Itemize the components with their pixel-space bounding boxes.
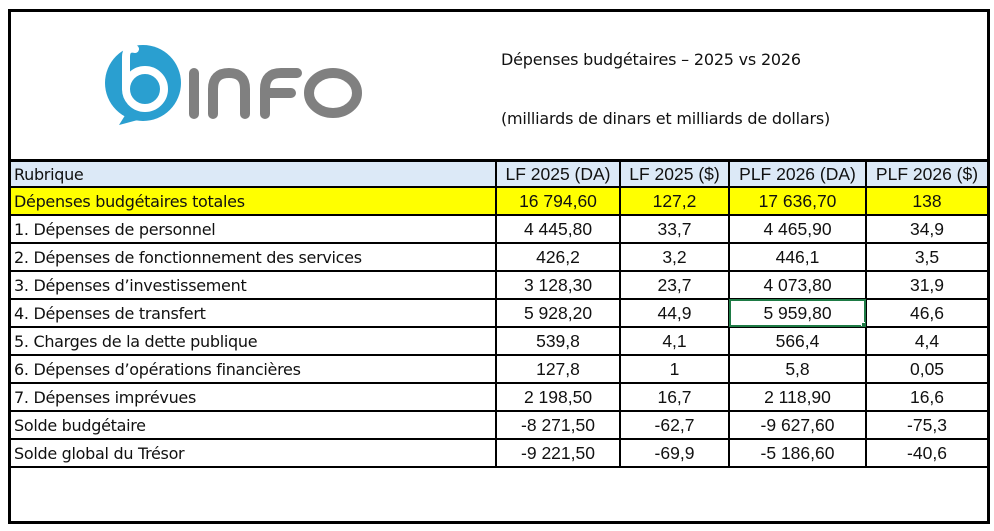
cell-value: 5 959,80 xyxy=(763,302,832,323)
table-row-total: Dépenses budgétaires totales 16 794,60 1… xyxy=(11,186,987,216)
table-cell[interactable]: 23,7 xyxy=(619,270,730,300)
table-cell[interactable]: Solde budgétaire xyxy=(11,410,497,440)
table-row: 6. Dépenses d’opérations financières 127… xyxy=(11,354,987,384)
table-cell[interactable]: 46,6 xyxy=(865,298,987,328)
table-cell[interactable]: -8 271,50 xyxy=(495,410,621,440)
table-cell[interactable]: 3. Dépenses d’investissement xyxy=(11,270,497,300)
table-cell[interactable]: 5,8 xyxy=(728,354,867,384)
table-row: 2. Dépenses de fonctionnement des servic… xyxy=(11,242,987,272)
table-cell[interactable]: -9 221,50 xyxy=(495,438,621,468)
table-row: 4. Dépenses de transfert 5 928,20 44,9 5… xyxy=(11,298,987,328)
table-cell[interactable]: 426,2 xyxy=(495,242,621,272)
table-row: Solde global du Trésor -9 221,50 -69,9 -… xyxy=(11,438,987,468)
table-cell[interactable]: 3,2 xyxy=(619,242,730,272)
column-header-rubrique[interactable]: Rubrique xyxy=(11,162,497,188)
table-cell[interactable]: 4 465,90 xyxy=(728,214,867,244)
binfo-logo xyxy=(105,44,362,125)
table-cell[interactable]: 4,4 xyxy=(865,326,987,356)
table-cell[interactable]: Solde global du Trésor xyxy=(11,438,497,468)
logo-bubble-icon xyxy=(105,44,181,125)
table-cell[interactable]: 44,9 xyxy=(619,298,730,328)
table-cell[interactable]: 5 928,20 xyxy=(495,298,621,328)
table-row: 7. Dépenses imprévues 2 198,50 16,7 2 11… xyxy=(11,382,987,412)
column-header-lf2025-usd[interactable]: LF 2025 ($) xyxy=(619,162,730,188)
page-title: Dépenses budgétaires – 2025 vs 2026 xyxy=(501,50,801,69)
budget-table: Rubrique LF 2025 (DA) LF 2025 ($) PLF 20… xyxy=(11,162,987,468)
table-cell[interactable]: 16,7 xyxy=(619,382,730,412)
header-area: Dépenses budgétaires – 2025 vs 2026 (mil… xyxy=(11,12,987,162)
table-header-row: Rubrique LF 2025 (DA) LF 2025 ($) PLF 20… xyxy=(11,162,987,188)
table-cell[interactable]: 34,9 xyxy=(865,214,987,244)
table-cell[interactable]: -75,3 xyxy=(865,410,987,440)
table-cell[interactable]: 3,5 xyxy=(865,242,987,272)
table-cell[interactable]: 2. Dépenses de fonctionnement des servic… xyxy=(11,242,497,272)
table-cell[interactable]: 33,7 xyxy=(619,214,730,244)
table-cell[interactable]: -69,9 xyxy=(619,438,730,468)
table-cell[interactable]: 6. Dépenses d’opérations financières xyxy=(11,354,497,384)
table-cell[interactable]: 7. Dépenses imprévues xyxy=(11,382,497,412)
page-subtitle: (milliards de dinars et milliards de dol… xyxy=(501,109,831,128)
table-cell[interactable]: 2 198,50 xyxy=(495,382,621,412)
table-row: 5. Charges de la dette publique 539,8 4,… xyxy=(11,326,987,356)
table-cell[interactable]: 0,05 xyxy=(865,354,987,384)
fill-handle[interactable] xyxy=(861,322,864,325)
table-cell[interactable]: -9 627,60 xyxy=(728,410,867,440)
table-cell[interactable]: 138 xyxy=(865,186,987,216)
table-row: Solde budgétaire -8 271,50 -62,7 -9 627,… xyxy=(11,410,987,440)
table-cell[interactable]: 5. Charges de la dette publique xyxy=(11,326,497,356)
column-header-lf2025-da[interactable]: LF 2025 (DA) xyxy=(495,162,621,188)
table-cell[interactable]: 16 794,60 xyxy=(495,186,621,216)
table-cell[interactable]: -40,6 xyxy=(865,438,987,468)
table-row: 1. Dépenses de personnel 4 445,80 33,7 4… xyxy=(11,214,987,244)
table-cell[interactable]: 127,2 xyxy=(619,186,730,216)
table-cell[interactable]: 4 073,80 xyxy=(728,270,867,300)
table-cell[interactable]: 566,4 xyxy=(728,326,867,356)
table-cell[interactable]: 3 128,30 xyxy=(495,270,621,300)
table-cell[interactable]: 1 xyxy=(619,354,730,384)
column-header-plf2026-da[interactable]: PLF 2026 (DA) xyxy=(728,162,867,188)
table-cell[interactable]: -5 186,60 xyxy=(728,438,867,468)
table-cell[interactable]: Dépenses budgétaires totales xyxy=(11,186,497,216)
table-cell[interactable]: 539,8 xyxy=(495,326,621,356)
table-cell[interactable]: 127,8 xyxy=(495,354,621,384)
table-cell[interactable]: 4. Dépenses de transfert xyxy=(11,298,497,328)
table-cell[interactable]: -62,7 xyxy=(619,410,730,440)
table-cell[interactable]: 31,9 xyxy=(865,270,987,300)
table-row: 3. Dépenses d’investissement 3 128,30 23… xyxy=(11,270,987,300)
selected-cell[interactable]: 5 959,80 xyxy=(728,298,867,328)
table-cell[interactable]: 446,1 xyxy=(728,242,867,272)
table-cell[interactable]: 17 636,70 xyxy=(728,186,867,216)
column-header-plf2026-usd[interactable]: PLF 2026 ($) xyxy=(865,162,987,188)
table-cell[interactable]: 4,1 xyxy=(619,326,730,356)
table-cell[interactable]: 1. Dépenses de personnel xyxy=(11,214,497,244)
table-cell[interactable]: 16,6 xyxy=(865,382,987,412)
table-cell[interactable]: 4 445,80 xyxy=(495,214,621,244)
table-cell[interactable]: 2 118,90 xyxy=(728,382,867,412)
logo-wordmark xyxy=(189,67,362,119)
document-frame: Dépenses budgétaires – 2025 vs 2026 (mil… xyxy=(8,9,990,524)
